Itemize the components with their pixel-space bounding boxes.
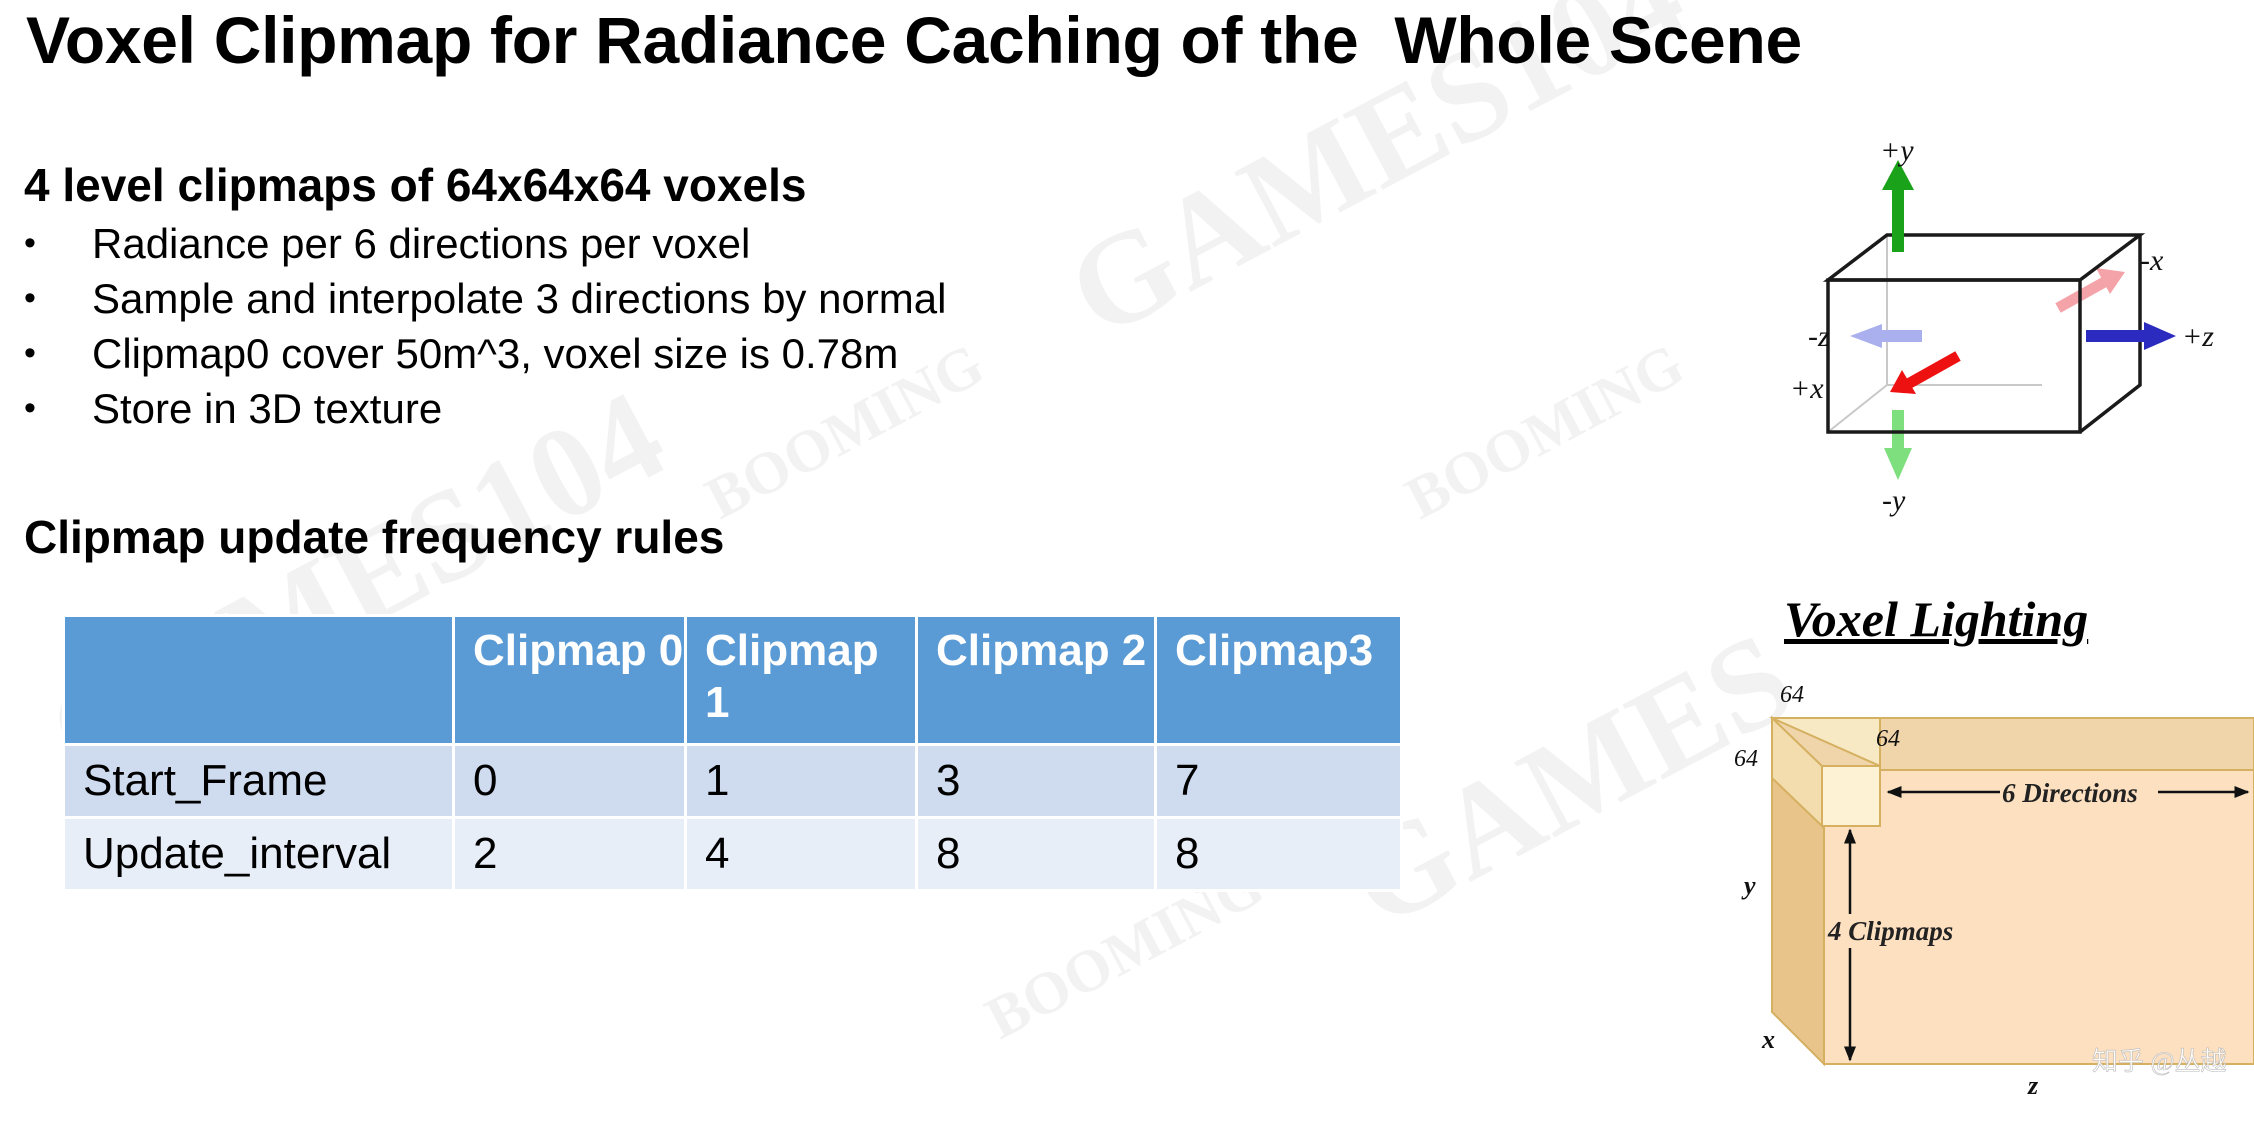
row-label: Start_Frame [62, 743, 455, 819]
voxel-block-top [1771, 717, 1881, 768]
label-neg-z: -z [1808, 320, 1830, 353]
label-axis-z: z [2027, 1071, 2039, 1100]
label-axis-y: y [1741, 871, 1756, 900]
table-cell: 4 [684, 816, 918, 892]
section-heading-update-rules: Clipmap update frequency rules [24, 511, 725, 563]
table-cell: 8 [915, 816, 1157, 892]
table-cell: 2 [452, 816, 687, 892]
label-pos-x: +x [1790, 372, 1824, 405]
zhihu-watermark: 知乎 @丛越 [2092, 1047, 2226, 1076]
table-header-cell: Clipmap3 [1154, 614, 1403, 746]
voxel-block-front [1821, 765, 1881, 827]
section-heading-clipmaps: 4 level clipmaps of 64x64x64 voxels [24, 159, 807, 211]
label-6-directions: 6 Directions [2002, 778, 2138, 808]
bullet-item: Clipmap0 cover 50m^3, voxel size is 0.78… [24, 326, 946, 381]
table-header-row: Clipmap 0 Clipmap 1 Clipmap 2 Clipmap3 [62, 614, 1403, 746]
label-pos-z: +z [2182, 320, 2214, 353]
label-axis-x: x [1761, 1025, 1775, 1054]
cube-outline [1822, 233, 2146, 434]
arrow-pos-z [2086, 322, 2176, 350]
row-label: Update_interval [62, 816, 455, 892]
arrow-pos-x [1890, 351, 1961, 394]
label-neg-y: -y [1882, 484, 1906, 517]
arrow-neg-x [2055, 268, 2125, 313]
table-header-cell: Clipmap 1 [684, 614, 918, 746]
voxel-lighting-title: Voxel Lighting [1784, 592, 2088, 647]
bullet-list: Radiance per 6 directions per voxel Samp… [24, 216, 946, 436]
label-pos-y: +y [1880, 134, 1914, 167]
label-4-clipmaps: 4 Clipmaps [1827, 916, 1953, 946]
slide-title: Voxel Clipmap for Radiance Caching of th… [26, 3, 1802, 77]
bullet-item: Radiance per 6 directions per voxel [24, 216, 946, 271]
label-64-inner: 64 [1876, 726, 1900, 752]
arrow-neg-y [1884, 410, 1912, 480]
table-cell: 3 [915, 743, 1157, 819]
label-64-left: 64 [1734, 746, 1758, 772]
table-cell: 1 [684, 743, 918, 819]
label-neg-x: -x [2140, 244, 2164, 277]
table-row: Update_interval 2 4 8 8 [62, 816, 1403, 892]
table-header-cell: Clipmap 2 [915, 614, 1157, 746]
table-cell: 0 [452, 743, 687, 819]
table-cell: 8 [1154, 816, 1403, 892]
svg-text:BOOMING: BOOMING [1395, 331, 1694, 532]
label-64-top: 64 [1780, 682, 1804, 708]
bullet-item: Store in 3D texture [24, 381, 946, 436]
update-frequency-table: Clipmap 0 Clipmap 1 Clipmap 2 Clipmap3 S… [62, 614, 1403, 892]
arrow-neg-z [1850, 324, 1922, 348]
table-row: Start_Frame 0 1 3 7 [62, 743, 1403, 819]
bullet-item: Sample and interpolate 3 directions by n… [24, 271, 946, 326]
table-header-cell [62, 614, 455, 746]
arrow-pos-y [1882, 160, 1914, 252]
table-header-cell: Clipmap 0 [452, 614, 687, 746]
table-cell: 7 [1154, 743, 1403, 819]
cube-directions-diagram: +y -y +x -x +z -z [1790, 134, 2214, 517]
voxel-lighting-diagram: Voxel Lighting 64 64 64 y x z 6 Directio… [1734, 592, 2254, 1100]
